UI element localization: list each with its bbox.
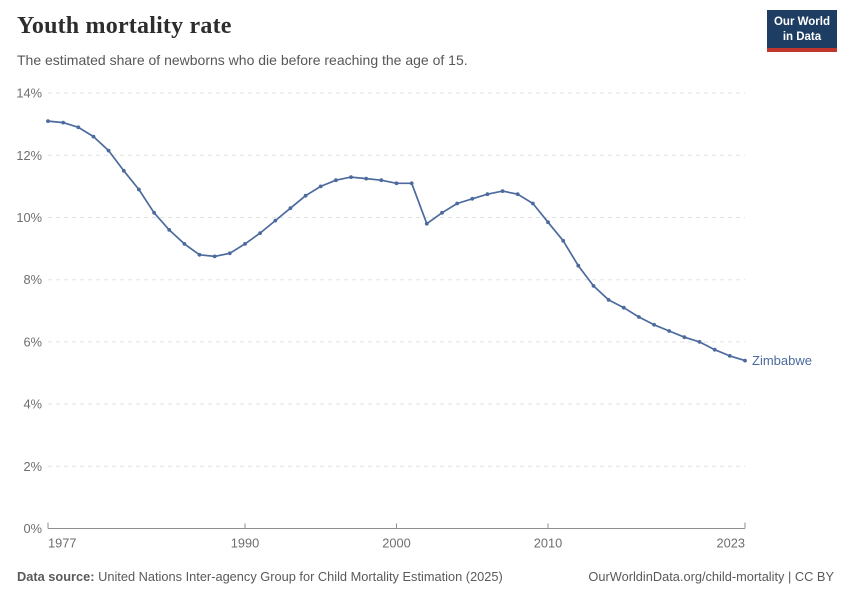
data-point[interactable] (91, 134, 96, 139)
data-point[interactable] (379, 178, 384, 183)
data-point[interactable] (621, 305, 626, 310)
data-point[interactable] (364, 176, 369, 181)
data-point[interactable] (227, 251, 232, 256)
data-point[interactable] (712, 347, 717, 352)
y-tick-label: 12% (16, 148, 42, 163)
data-point[interactable] (182, 242, 187, 246)
data-point[interactable] (46, 119, 50, 123)
data-point[interactable] (727, 354, 732, 358)
x-tick-label: 1990 (231, 536, 259, 551)
data-point[interactable] (667, 329, 672, 333)
data-point[interactable] (137, 187, 141, 192)
owid-logo-line1: Our World (773, 16, 830, 28)
y-tick-label: 8% (24, 272, 43, 287)
data-point[interactable] (318, 184, 323, 189)
data-source-note: Data source: United Nations Inter-agency… (17, 569, 503, 584)
owid-logo-line2: in Data (782, 30, 822, 43)
data-point[interactable] (243, 242, 247, 246)
data-point[interactable] (409, 181, 414, 186)
data-point[interactable] (76, 125, 81, 130)
data-point[interactable] (546, 220, 550, 225)
chart-subtitle: The estimated share of newborns who die … (17, 52, 468, 68)
data-source-text: United Nations Inter-agency Group for Ch… (98, 569, 503, 584)
data-point[interactable] (440, 210, 444, 215)
data-point[interactable] (288, 206, 293, 211)
data-point[interactable] (591, 284, 596, 288)
data-point[interactable] (682, 335, 687, 340)
data-point[interactable] (212, 254, 217, 259)
data-point[interactable] (152, 210, 157, 215)
data-source-label: Data source: (17, 569, 95, 584)
data-point[interactable] (515, 192, 520, 197)
data-point[interactable] (258, 231, 262, 236)
data-point[interactable] (61, 120, 66, 125)
x-tick-label: 2023 (717, 536, 745, 551)
data-point[interactable] (576, 263, 581, 268)
data-point[interactable] (349, 175, 353, 180)
x-tick-label: 2010 (534, 536, 562, 551)
owid-logo[interactable]: Our World in Data (766, 10, 837, 53)
data-point[interactable] (500, 189, 505, 194)
data-point[interactable] (561, 238, 566, 243)
chart-title: Youth mortality rate (17, 13, 232, 39)
data-point[interactable] (743, 358, 747, 363)
chart-footer: Data source: United Nations Inter-agency… (17, 569, 834, 584)
data-point[interactable] (697, 340, 702, 344)
data-point[interactable] (121, 168, 126, 173)
data-point[interactable] (424, 221, 429, 226)
series-end-label[interactable]: Zimbabwe (752, 353, 812, 368)
data-point[interactable] (606, 298, 611, 302)
data-point[interactable] (531, 201, 535, 206)
data-point[interactable] (303, 193, 308, 198)
data-point[interactable] (637, 315, 641, 319)
x-tick-label: 2000 (382, 536, 410, 551)
y-tick-label: 4% (24, 397, 43, 412)
y-tick-label: 0% (24, 521, 43, 536)
data-point[interactable] (273, 218, 278, 223)
trend-line[interactable] (47, 120, 746, 362)
y-tick-label: 14% (16, 86, 42, 101)
data-point[interactable] (167, 228, 172, 232)
y-tick-label: 10% (16, 210, 42, 225)
data-point[interactable] (197, 252, 202, 257)
data-point[interactable] (106, 148, 111, 153)
data-point[interactable] (394, 181, 399, 186)
data-point[interactable] (652, 322, 656, 327)
license-link[interactable]: OurWorldinData.org/child-mortality | CC … (588, 569, 834, 584)
data-point[interactable] (455, 201, 459, 206)
y-tick-label: 6% (24, 334, 43, 349)
data-point[interactable] (334, 178, 338, 183)
y-tick-label: 2% (24, 459, 43, 474)
x-tick-label: 1977 (48, 536, 76, 551)
data-point[interactable] (485, 192, 490, 197)
data-point[interactable] (470, 196, 475, 201)
